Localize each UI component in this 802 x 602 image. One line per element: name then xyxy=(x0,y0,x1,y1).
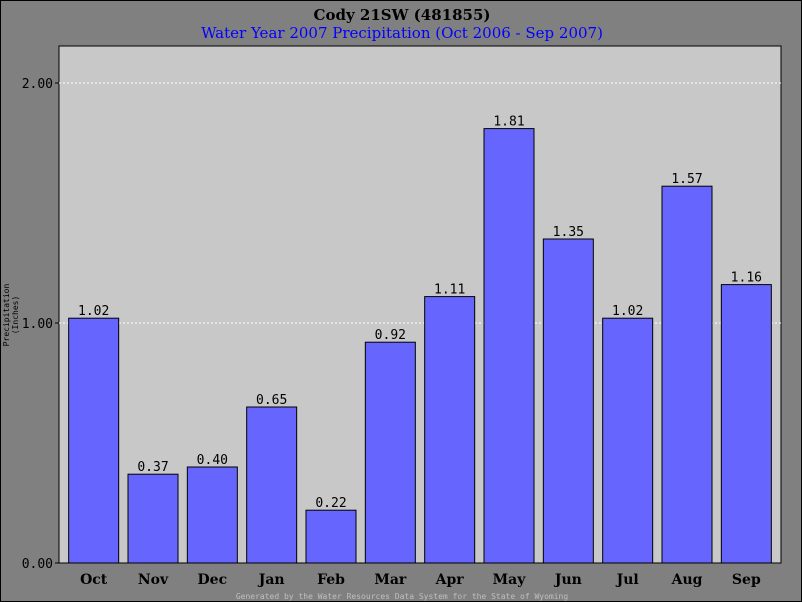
x-tick-label-aug: Aug xyxy=(671,572,703,588)
data-label-nov: 0.37 xyxy=(137,460,168,475)
bar-dec xyxy=(186,466,238,564)
y-tick-label: 2.00 xyxy=(22,77,53,92)
data-label-jul: 1.02 xyxy=(612,304,643,319)
bar-oct xyxy=(68,317,120,564)
x-tick-label-dec: Dec xyxy=(198,572,228,588)
plot-area xyxy=(58,45,782,564)
x-tick-label-apr: Apr xyxy=(435,572,465,588)
x-tick-label-oct: Oct xyxy=(80,572,108,588)
x-tick-label-mar: Mar xyxy=(374,572,407,588)
data-label-jan: 0.65 xyxy=(256,393,287,408)
bar-jun xyxy=(542,238,594,564)
chart-subtitle: Water Year 2007 Precipitation (Oct 2006 … xyxy=(201,24,603,42)
bar-mar xyxy=(364,341,416,564)
x-tick-label-sep: Sep xyxy=(732,572,761,588)
footer-credit: Generated by the Water Resources Data Sy… xyxy=(235,592,569,601)
x-tick-label-jul: Jul xyxy=(615,572,639,588)
bar-nov xyxy=(127,473,179,564)
bar-apr xyxy=(424,296,476,564)
x-tick-label-feb: Feb xyxy=(317,572,345,588)
data-label-feb: 0.22 xyxy=(315,496,346,511)
x-tick-label-jun: Jun xyxy=(553,572,582,588)
bar-aug xyxy=(661,185,713,564)
bar-layer xyxy=(68,128,772,564)
data-label-apr: 1.11 xyxy=(434,283,465,298)
data-label-mar: 0.92 xyxy=(375,328,406,343)
x-tick-label-may: May xyxy=(493,572,527,588)
data-label-jun: 1.35 xyxy=(553,225,584,240)
data-label-sep: 1.16 xyxy=(731,271,762,286)
data-label-may: 1.81 xyxy=(493,115,524,130)
grid-layer xyxy=(59,82,781,324)
bar-sep xyxy=(720,284,772,564)
axis-layer: 0.00 1.00 2.00 xyxy=(22,77,59,572)
bar-may xyxy=(483,128,535,564)
data-label-dec: 0.40 xyxy=(197,453,228,468)
label-layer: 1.02 Oct 0.37 Nov 0.40 Dec 0.65 Jan 0.22 Feb 0.92 M… xyxy=(78,115,762,588)
chart-title: Cody 21SW (481855) xyxy=(313,6,491,24)
bar-jul xyxy=(602,317,654,564)
bar-jan xyxy=(246,406,298,564)
data-label-oct: 1.02 xyxy=(78,304,109,319)
bar-feb xyxy=(305,509,357,564)
y-tick-label: 1.00 xyxy=(22,317,53,332)
y-tick-label: 0.00 xyxy=(22,557,53,572)
data-label-aug: 1.57 xyxy=(671,172,702,187)
x-tick-label-jan: Jan xyxy=(257,572,285,588)
x-tick-label-nov: Nov xyxy=(138,572,169,588)
